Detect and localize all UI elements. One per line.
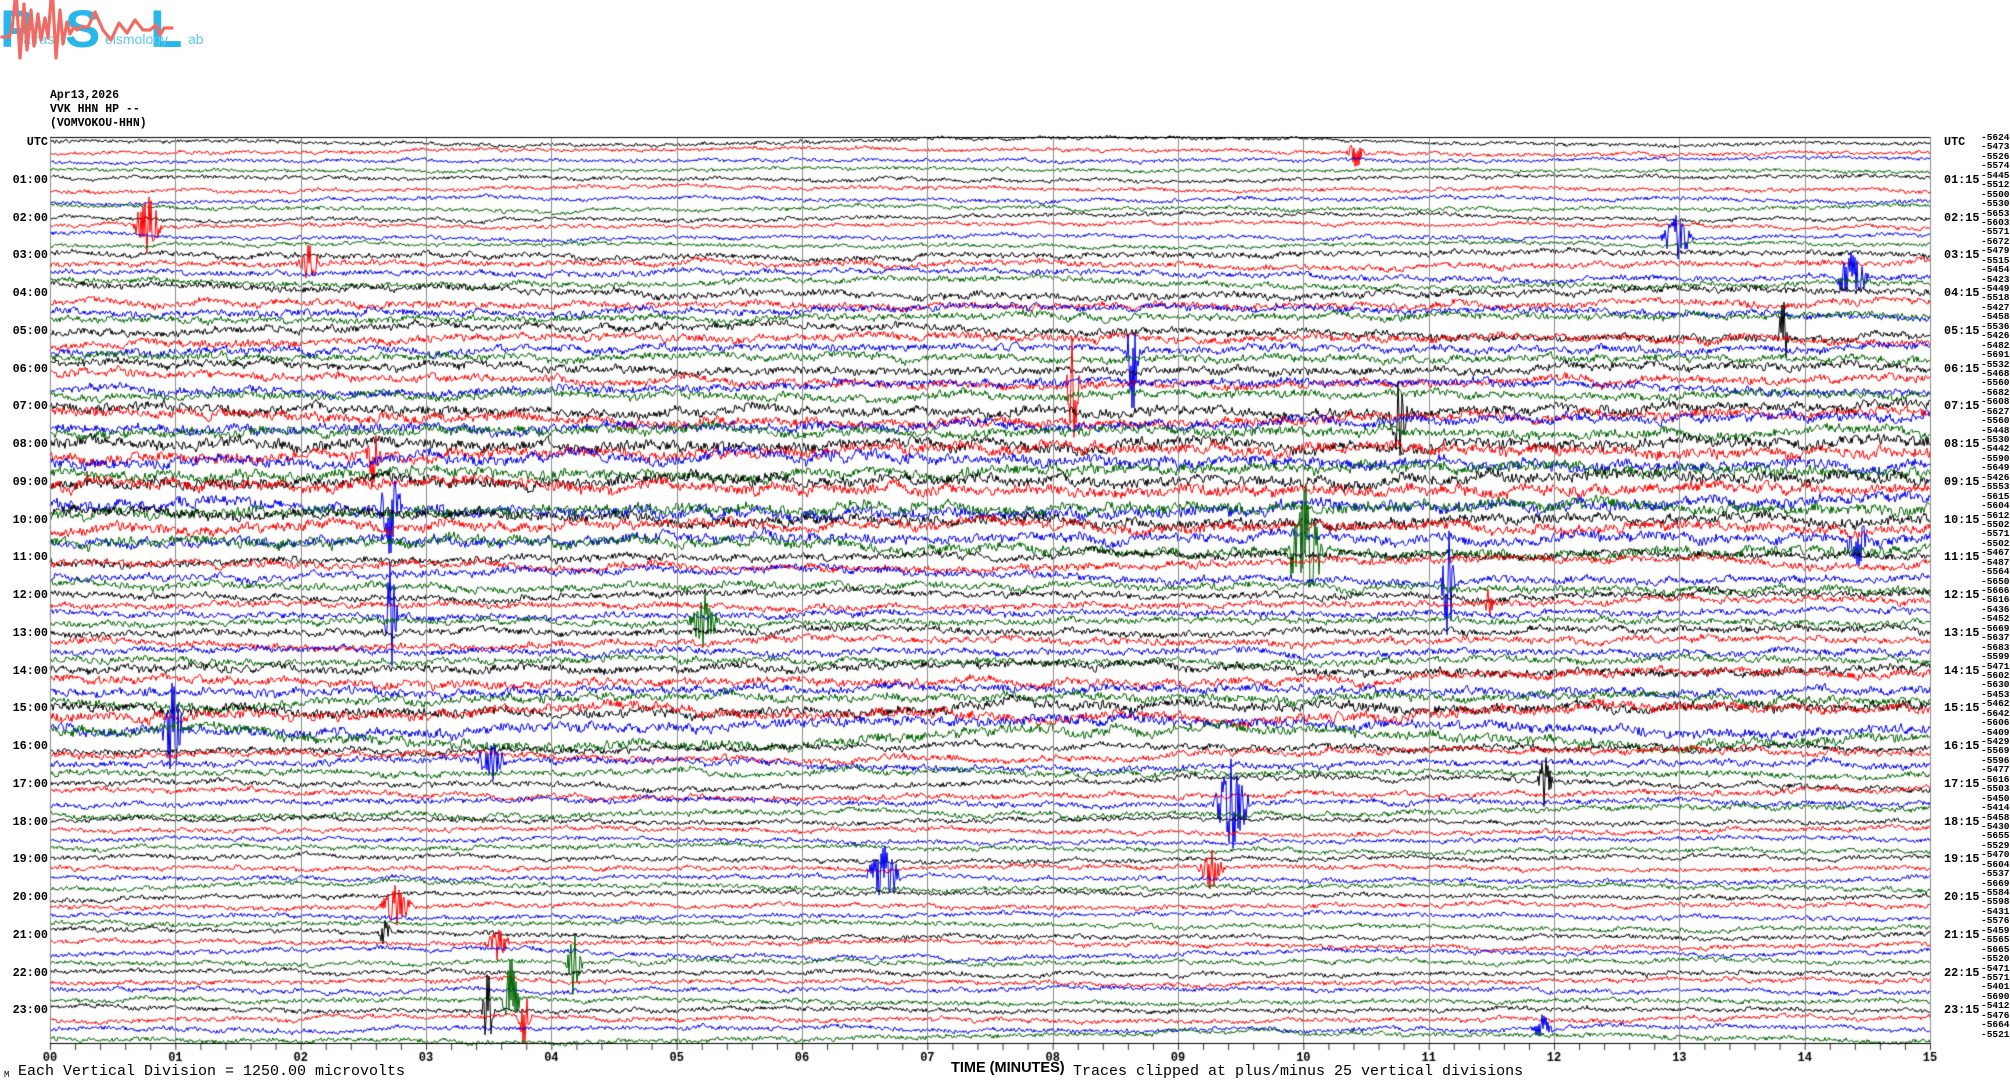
svg-text:ab: ab <box>188 31 204 47</box>
